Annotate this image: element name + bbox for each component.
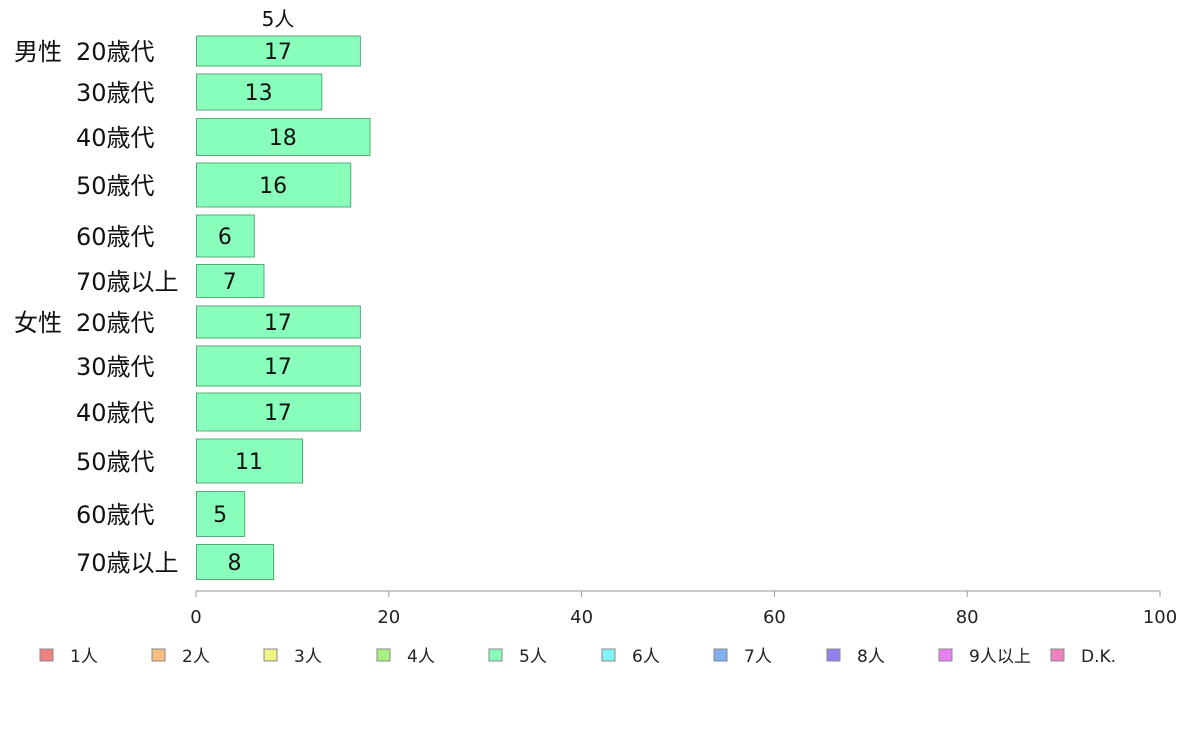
legend-label: 4人: [407, 647, 435, 667]
category-label: 20歳代: [76, 38, 155, 66]
series-top-label: 5人: [262, 7, 295, 31]
bar-value-label: 5: [213, 503, 227, 528]
category-label: 60歳代: [76, 501, 155, 529]
bar-value-label: 13: [245, 81, 273, 106]
bar-value-label: 16: [259, 174, 287, 199]
bar-value-label: 7: [223, 270, 237, 295]
bar-value-label: 17: [264, 40, 292, 65]
x-axis: 0 20 40 60 80 100: [190, 590, 1177, 628]
legend-swatch: [1050, 648, 1065, 662]
category-label: 70歳以上: [76, 268, 179, 296]
bar: [196, 214, 255, 258]
legend-swatch: [938, 648, 953, 662]
legend-swatch: [376, 648, 391, 662]
bar-value-label: 6: [218, 225, 232, 250]
category-label: 30歳代: [76, 353, 155, 381]
legend-swatch: [826, 648, 841, 662]
category-label: 40歳代: [76, 124, 155, 152]
legend-label: D.K.: [1081, 647, 1116, 667]
bar: [196, 162, 352, 208]
legend-label: 6人: [632, 647, 660, 667]
bar: [196, 118, 371, 156]
group-label: 男性: [14, 38, 62, 66]
x-tick-label: 20: [377, 607, 400, 628]
legend-label: 8人: [857, 647, 885, 667]
bar: [196, 544, 275, 580]
bar: [196, 305, 361, 339]
x-tick-label: 40: [570, 607, 593, 628]
legend-label: 3人: [294, 647, 322, 667]
group-label: 女性: [14, 309, 62, 337]
bar: [196, 264, 265, 298]
x-tick-label: 60: [763, 607, 786, 628]
category-label: 40歳代: [76, 399, 155, 427]
legend-swatch: [39, 648, 54, 662]
bar: [196, 345, 361, 387]
bar-value-label: 11: [235, 450, 263, 475]
bar-value-label: 17: [264, 401, 292, 426]
category-label: 50歳代: [76, 172, 155, 200]
category-label: 20歳代: [76, 309, 155, 337]
bar: [196, 438, 304, 484]
legend-label: 7人: [744, 647, 772, 667]
bar-value-label: 8: [228, 551, 242, 576]
legend-label: 9人以上: [969, 647, 1031, 667]
bar-value-label: 17: [264, 355, 292, 380]
legend-swatch: [601, 648, 616, 662]
bar: [196, 35, 361, 67]
category-label: 30歳代: [76, 79, 155, 107]
category-label: 50歳代: [76, 448, 155, 476]
legend-swatch: [488, 648, 503, 662]
category-label: 60歳代: [76, 223, 155, 251]
legend-label: 2人: [182, 647, 210, 667]
bar: [196, 73, 323, 111]
x-tick-label: 80: [956, 607, 979, 628]
legend-swatch: [713, 648, 728, 662]
x-tick-label: 0: [190, 607, 201, 628]
category-label: 70歳以上: [76, 549, 179, 577]
legend-swatch: [263, 648, 278, 662]
legend: 1人 2人 3人 4人 5人 6人 7人 8人 9人以上 D.K.: [39, 647, 1116, 667]
legend-swatch: [151, 648, 166, 662]
bars-layer: 男性 20歳代 17 30歳代 13 40歳代 18 50歳代 16 60歳代 6 70歳以上 7 女性 2…: [14, 35, 371, 580]
bar-value-label: 18: [269, 126, 297, 151]
legend-label: 5人: [519, 647, 547, 667]
bar-value-label: 17: [264, 311, 292, 336]
bar: [196, 491, 246, 537]
x-tick-label: 100: [1143, 607, 1177, 628]
legend-label: 1人: [70, 647, 98, 667]
bar: [196, 392, 361, 432]
